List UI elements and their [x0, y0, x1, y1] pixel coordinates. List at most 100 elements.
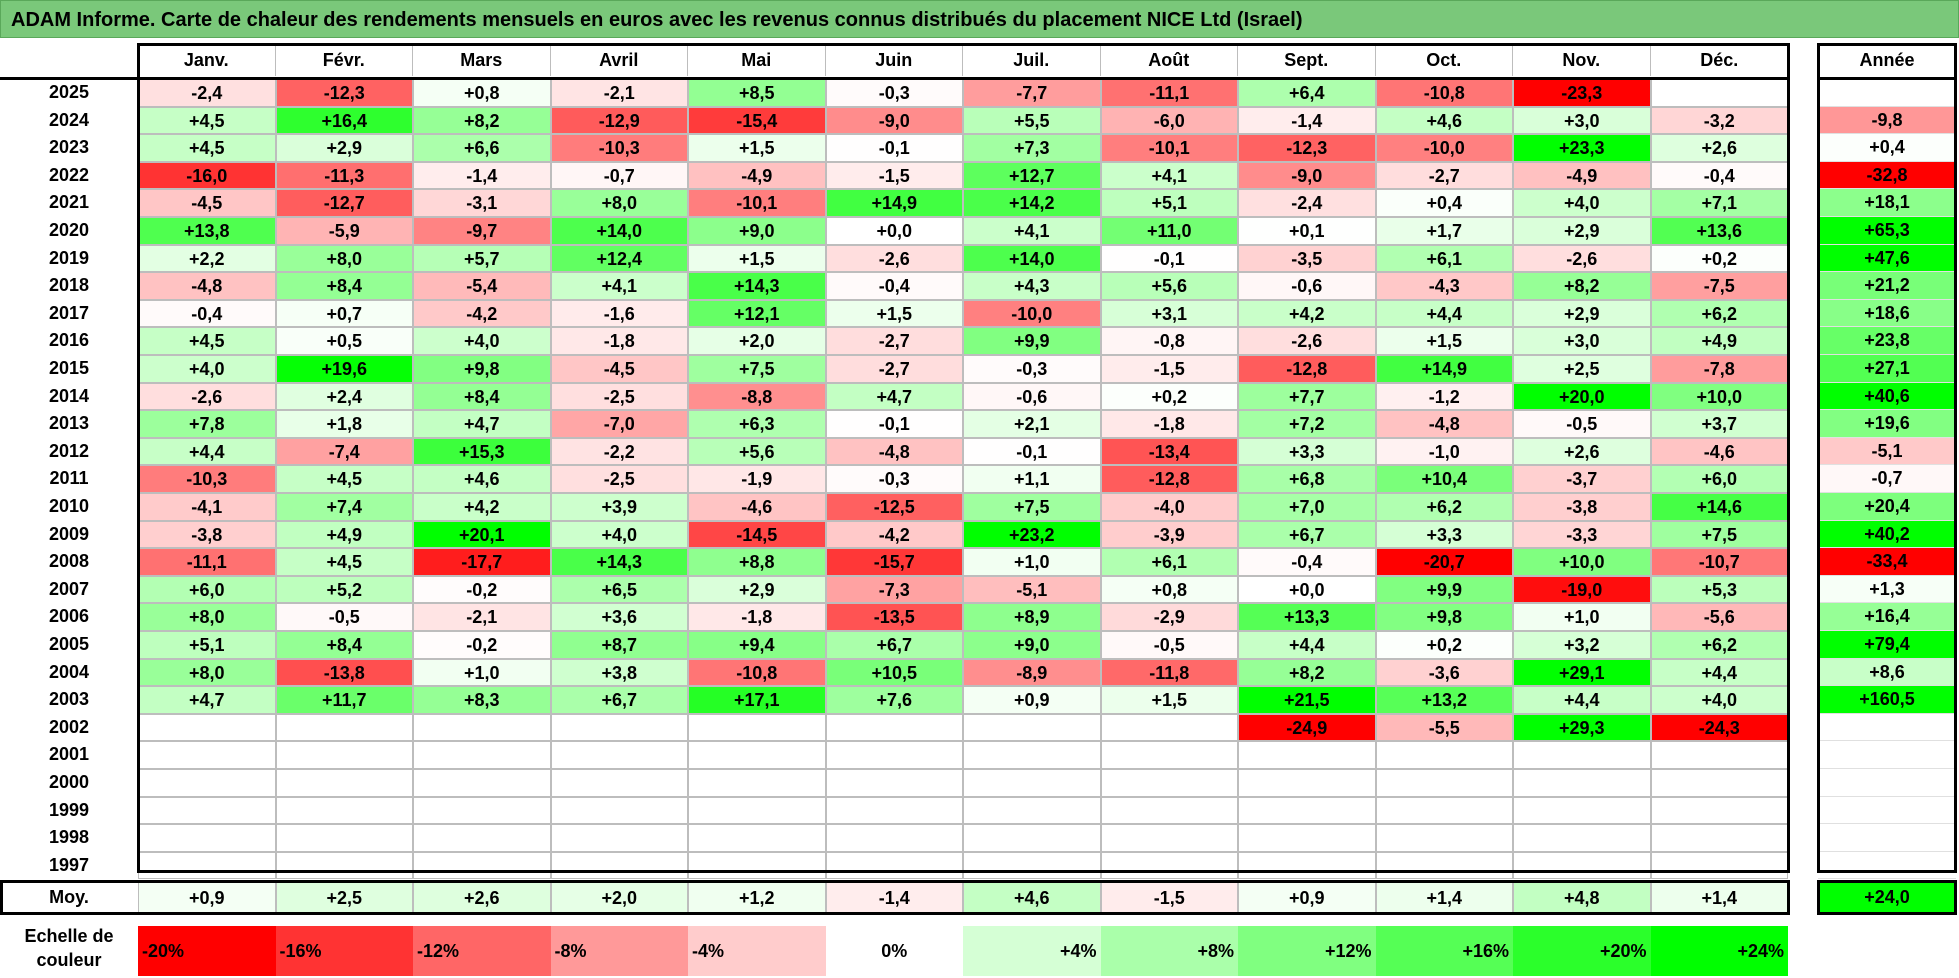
month-cell: -10,3	[138, 465, 276, 493]
month-cell: +4,5	[138, 327, 276, 355]
month-cell: +4,5	[138, 134, 276, 162]
month-cell	[275, 824, 413, 852]
month-cell	[1375, 741, 1513, 769]
month-cell: +2,6	[1513, 437, 1651, 466]
average-cell: -1,4	[825, 882, 963, 913]
month-cell: -0,5	[1100, 631, 1238, 659]
month-cell: +20,1	[413, 520, 551, 549]
month-cell	[1375, 851, 1513, 880]
month-cell: -1,4	[413, 161, 551, 190]
month-cell	[550, 796, 688, 825]
month-cell: +6,7	[825, 631, 963, 659]
year-label: 2022	[48, 164, 90, 185]
month-cell	[413, 769, 551, 797]
month-cell: +6,1	[1375, 244, 1513, 273]
month-cell: -7,8	[1650, 355, 1788, 383]
month-cell: +4,3	[963, 272, 1101, 300]
month-cell: -12,8	[1100, 465, 1238, 493]
month-cell: +9,8	[413, 355, 551, 383]
month-cell	[963, 769, 1101, 797]
year-label: 2013	[48, 413, 90, 434]
month-cell: +12,7	[963, 161, 1101, 190]
month-cell	[688, 713, 826, 742]
month-cell: -15,7	[825, 548, 963, 576]
year-label: 2009	[48, 523, 90, 544]
month-cell: +8,0	[550, 189, 688, 217]
month-cell: -0,1	[963, 437, 1101, 466]
month-cell	[1100, 713, 1238, 742]
month-cell	[688, 741, 826, 769]
month-cell: -4,2	[413, 299, 551, 328]
month-cell: +12,1	[688, 299, 826, 328]
month-cell: -4,9	[688, 161, 826, 190]
year-label: 2010	[48, 496, 90, 516]
annual-cell: +79,4	[1818, 631, 1956, 659]
month-cell: -1,5	[825, 161, 963, 190]
month-cell: +1,0	[963, 548, 1101, 576]
month-cell: +1,5	[688, 134, 826, 162]
annual-cell: +8,6	[1818, 658, 1956, 687]
month-cell: -2,1	[413, 603, 551, 631]
year-label: 1998	[48, 827, 90, 848]
month-cell	[413, 824, 551, 852]
month-cell	[1650, 769, 1788, 797]
month-cell: +4,6	[1375, 106, 1513, 135]
month-cell	[1375, 824, 1513, 852]
month-cell: -2,6	[825, 244, 963, 273]
month-cell: -16,0	[138, 161, 276, 190]
average-cell: +4,6	[963, 882, 1101, 913]
month-cell: +17,1	[688, 686, 826, 714]
month-cell: -12,7	[275, 189, 413, 217]
color-scale-stop: +16%	[1375, 926, 1513, 976]
color-scale-label: Echelle de couleur	[24, 926, 114, 970]
month-cell	[550, 851, 688, 880]
month-cell: -4,6	[1650, 437, 1788, 466]
month-cell: +4,4	[1650, 658, 1788, 687]
month-cell	[1650, 796, 1788, 825]
month-cell: -11,3	[275, 161, 413, 190]
month-cell: -0,2	[413, 631, 551, 659]
month-cell: +4,1	[1100, 161, 1238, 190]
month-cell: -5,4	[413, 272, 551, 300]
month-cell: +0,4	[1375, 189, 1513, 217]
month-cell: +1,5	[825, 299, 963, 328]
month-cell: +29,3	[1513, 713, 1651, 742]
month-cell: -2,1	[550, 79, 688, 107]
month-cell: -5,1	[963, 575, 1101, 604]
month-cell: -4,0	[1100, 493, 1238, 521]
month-cell: +10,0	[1513, 548, 1651, 576]
annual-cell	[1818, 741, 1956, 769]
annual-cell	[1818, 796, 1956, 825]
month-cell	[550, 824, 688, 852]
month-cell: -8,8	[688, 382, 826, 411]
month-cell: -0,1	[825, 410, 963, 438]
month-cell: -15,4	[688, 106, 826, 135]
month-cell: -1,8	[1100, 410, 1238, 438]
month-cell: +23,3	[1513, 134, 1651, 162]
month-cell: +4,7	[138, 686, 276, 714]
month-cell	[825, 741, 963, 769]
month-cell: +11,0	[1100, 217, 1238, 245]
month-cell: +0,2	[1100, 382, 1238, 411]
month-cell: -12,3	[275, 79, 413, 107]
month-cell: +7,1	[1650, 189, 1788, 217]
month-cell: +5,1	[1100, 189, 1238, 217]
month-cell	[138, 824, 276, 852]
month-cell: -2,6	[138, 382, 276, 411]
month-cell: -12,9	[550, 106, 688, 135]
month-cell: +12,4	[550, 244, 688, 273]
month-cell: +5,3	[1650, 575, 1788, 604]
year-label: 2012	[48, 440, 90, 461]
annual-cell: +16,4	[1818, 603, 1956, 631]
month-cell: +14,0	[550, 217, 688, 245]
month-cell	[275, 796, 413, 825]
month-cell: +20,0	[1513, 382, 1651, 411]
month-cell: -12,8	[1238, 355, 1376, 383]
month-cell	[1650, 741, 1788, 769]
month-cell: -2,7	[825, 327, 963, 355]
average-label: Moy.	[49, 887, 89, 907]
month-cell	[963, 796, 1101, 825]
month-cell: -0,7	[550, 161, 688, 190]
month-cell	[138, 741, 276, 769]
month-cell: -0,8	[1100, 327, 1238, 355]
